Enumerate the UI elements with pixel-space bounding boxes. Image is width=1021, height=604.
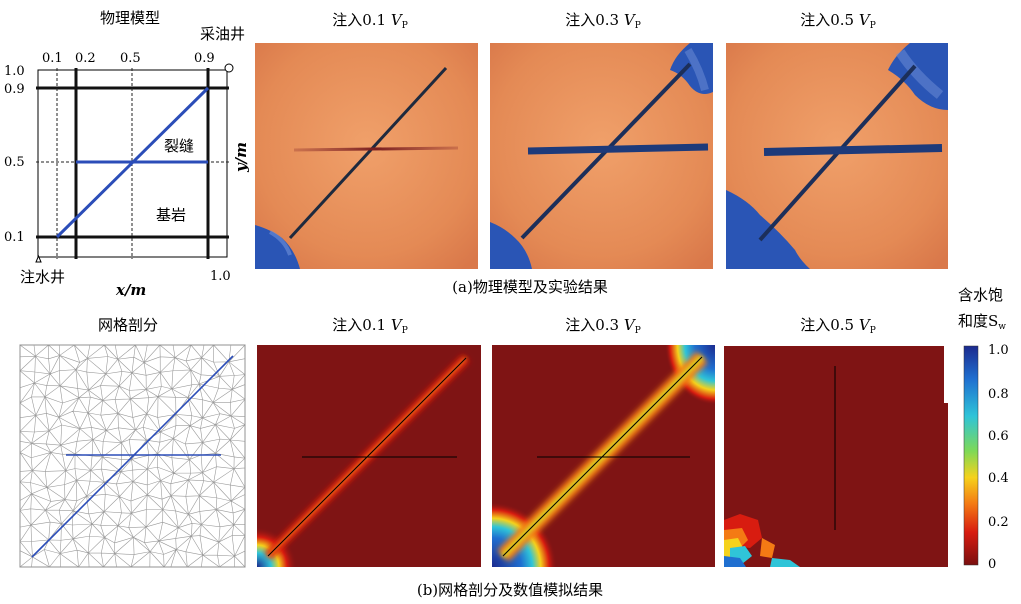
mesh-diagonal-fracture bbox=[31, 355, 234, 558]
sim-3-bg bbox=[724, 345, 948, 567]
colorbar-tick-0.6: 0.6 bbox=[988, 429, 1009, 444]
bottom-title-1: 注入0.1 VP bbox=[332, 316, 408, 336]
fracture-label: 裂缝 bbox=[164, 137, 195, 155]
colorbar-title-line1: 含水饱 bbox=[958, 286, 1004, 304]
photo-3-horizontal-fracture bbox=[763, 144, 943, 156]
top-title-1: 注入0.1 VP bbox=[332, 11, 408, 31]
sim-3-right-strip bbox=[944, 343, 948, 403]
top-title-3: 注入0.5 VP bbox=[800, 11, 876, 31]
colorbar-tick-0.8: 0.8 bbox=[988, 387, 1009, 402]
sim-3-corner-patch-e bbox=[724, 556, 746, 567]
mesh-edges bbox=[19, 344, 246, 568]
x-axis-label: x/m bbox=[116, 281, 147, 299]
x-tick-0.9: 0.9 bbox=[194, 51, 215, 66]
photo-1-horizontal-fracture bbox=[293, 146, 459, 152]
colorbar-tick-0.4: 0.4 bbox=[988, 471, 1009, 486]
photo-2-water-halo bbox=[684, 47, 709, 92]
injection-well-label: 注水井 bbox=[20, 268, 66, 286]
y-tick-0.9: 0.9 bbox=[4, 82, 25, 97]
top-title-2: 注入0.3 VP bbox=[565, 11, 641, 31]
photo-1-water-corner bbox=[255, 225, 300, 269]
bottom-title-3: 注入0.5 VP bbox=[800, 316, 876, 336]
production-well-icon bbox=[224, 63, 234, 73]
x-end-tick-1.0: 1.0 bbox=[210, 269, 231, 284]
photo-2-water-corner bbox=[490, 222, 532, 269]
matrix-label: 基岩 bbox=[156, 206, 187, 224]
photo-3-water-halo bbox=[895, 49, 944, 99]
caption-b: (b)网格剖分及数值模拟结果 bbox=[416, 581, 604, 599]
bottom-title-2: 注入0.3 VP bbox=[565, 316, 641, 336]
injection-well-icon bbox=[35, 254, 42, 263]
photo-1-water-edge bbox=[269, 230, 292, 256]
caption-a: (a)物理模型及实验结果 bbox=[452, 278, 608, 296]
sim-3-corner-patch-g bbox=[770, 558, 800, 567]
colorbar-title-line2: 和度Sw bbox=[958, 312, 1006, 332]
sim-3-corner-patch-f bbox=[760, 538, 775, 558]
mesh-title: 网格剖分 bbox=[97, 316, 159, 334]
colorbar-tick-0.2: 0.2 bbox=[988, 515, 1009, 530]
y-tick-0.1: 0.1 bbox=[4, 230, 25, 245]
mesh-triangulation bbox=[19, 344, 246, 568]
x-tick-0.5: 0.5 bbox=[120, 51, 141, 66]
colorbar-tick-1.0: 1.0 bbox=[988, 343, 1009, 358]
colorbar-gradient bbox=[963, 345, 979, 566]
y-tick-0.5: 0.5 bbox=[4, 155, 25, 170]
sim-3-top-strip bbox=[724, 343, 948, 346]
y-tick-1.0: 1.0 bbox=[4, 64, 25, 79]
production-well-label: 采油井 bbox=[200, 25, 246, 43]
x-tick-0.2: 0.2 bbox=[75, 51, 96, 66]
phys-model-title: 物理模型 bbox=[99, 9, 161, 27]
colorbar-tick-0: 0 bbox=[988, 557, 997, 572]
x-tick-0.1: 0.1 bbox=[42, 51, 63, 66]
photo-2-horizontal-fracture bbox=[527, 143, 709, 155]
photo-1-diagonal-fracture bbox=[288, 66, 448, 240]
